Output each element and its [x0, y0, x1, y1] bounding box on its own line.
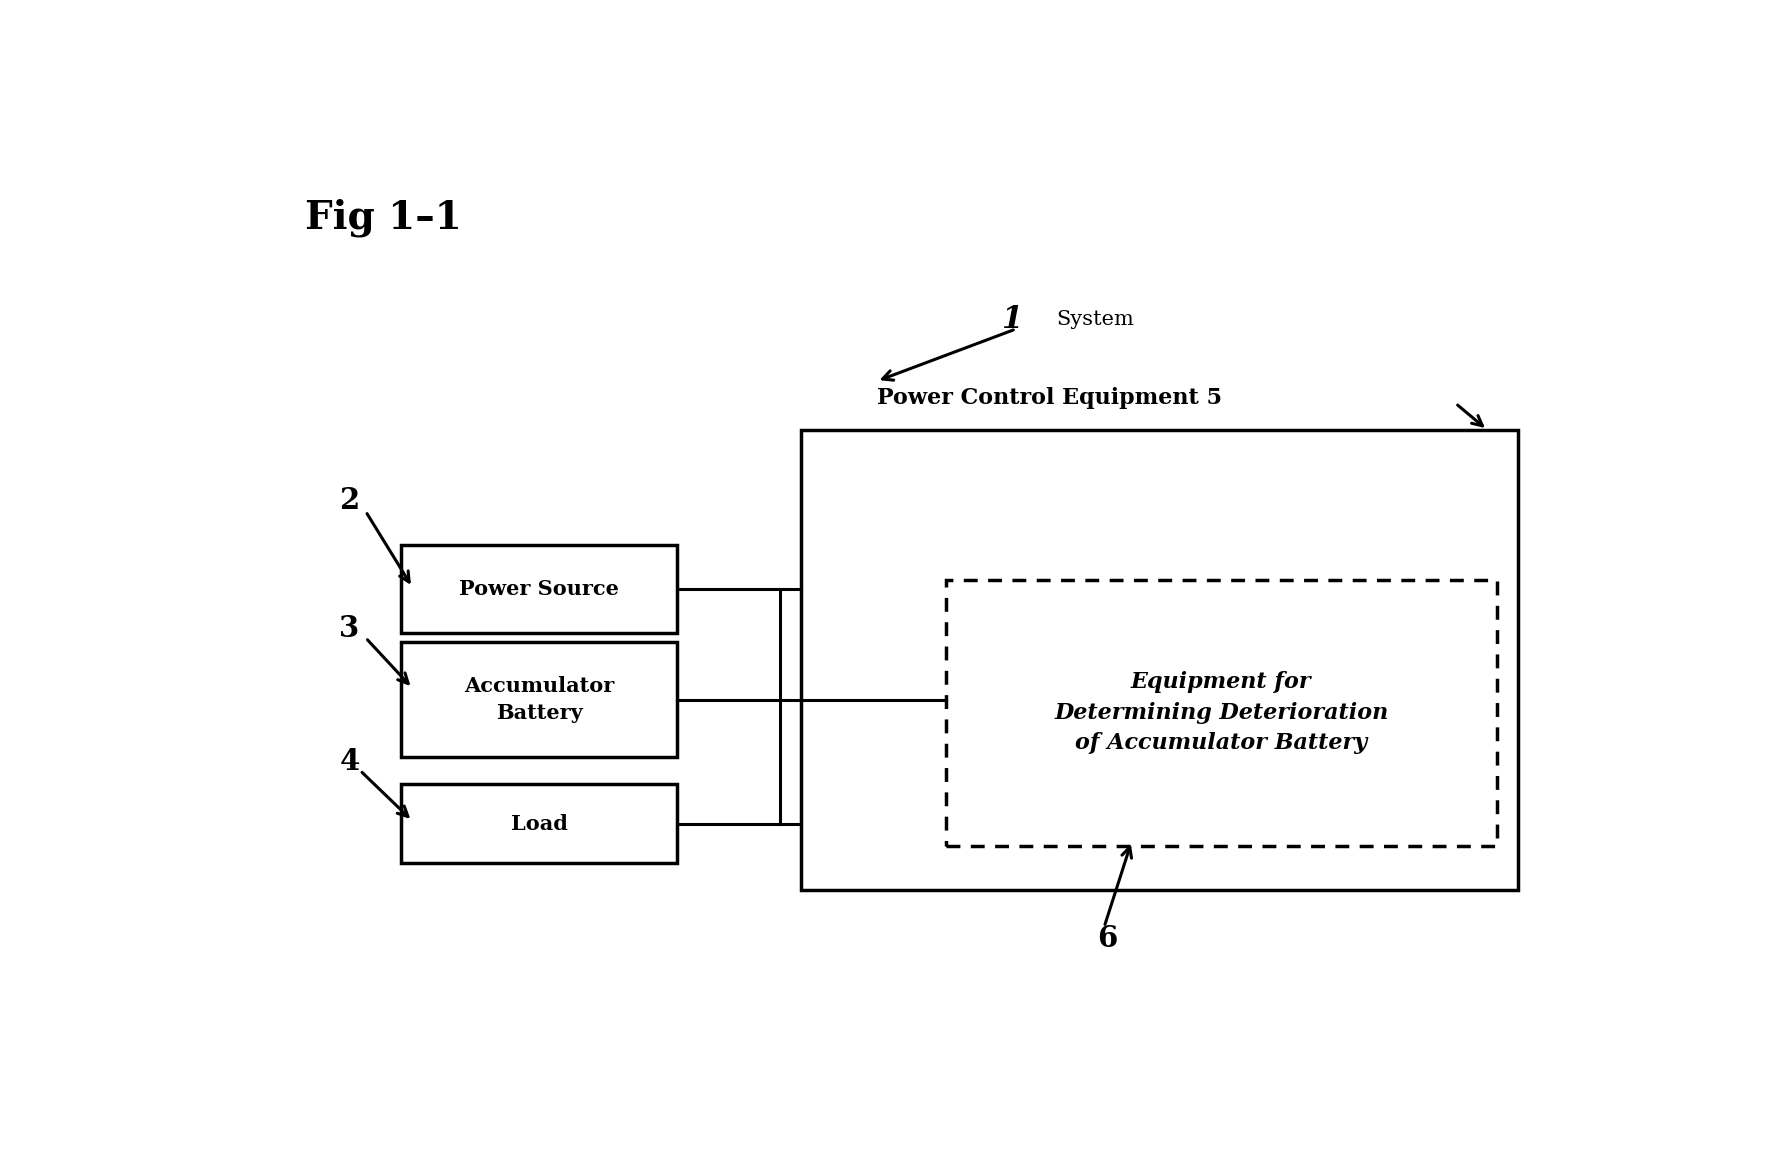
Bar — [402, 545, 677, 633]
Text: Load: Load — [510, 813, 567, 833]
Text: 1: 1 — [1001, 303, 1022, 334]
Text: Equipment for
Determining Deterioration
of Accumulator Battery: Equipment for Determining Deterioration … — [1054, 671, 1389, 755]
Text: 3: 3 — [340, 615, 359, 643]
Text: Power Source: Power Source — [459, 579, 619, 599]
Text: 4: 4 — [340, 747, 359, 776]
Text: 2: 2 — [340, 486, 359, 515]
Text: System: System — [1056, 310, 1134, 329]
Text: Accumulator
Battery: Accumulator Battery — [464, 677, 615, 723]
Bar — [402, 784, 677, 863]
Bar — [802, 430, 1518, 889]
Text: 6: 6 — [1097, 924, 1118, 953]
Bar — [946, 580, 1497, 846]
Bar — [402, 642, 677, 757]
Text: Power Control Equipment 5: Power Control Equipment 5 — [877, 387, 1221, 409]
Text: Fig 1–1: Fig 1–1 — [306, 199, 462, 237]
